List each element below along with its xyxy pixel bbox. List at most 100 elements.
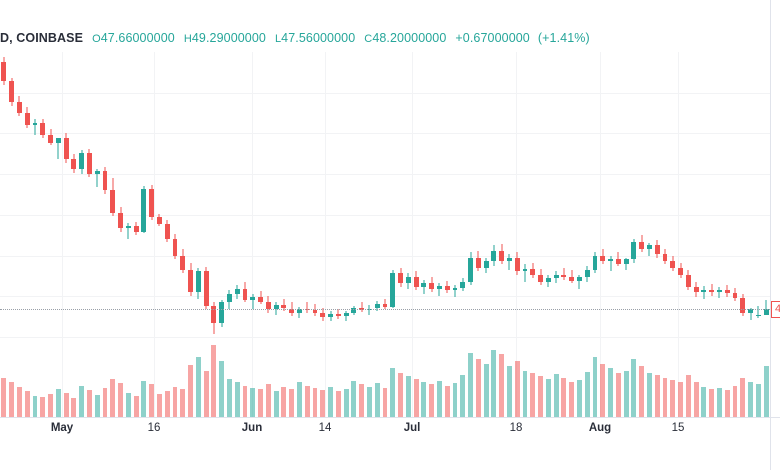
candlestick	[304, 52, 310, 337]
change-value: +0.67000000	[455, 31, 530, 45]
candle-body	[577, 277, 582, 281]
volume-bar	[71, 398, 77, 417]
candlestick	[273, 52, 279, 337]
volume-bar	[304, 385, 310, 417]
candlestick	[359, 52, 365, 337]
volume-bar	[172, 386, 178, 417]
volume-bar	[740, 377, 746, 417]
volume-bar	[149, 384, 155, 417]
candle-body	[678, 267, 683, 275]
candlestick	[32, 52, 38, 337]
volume-bar	[335, 391, 341, 417]
candlestick	[94, 52, 100, 337]
volume-bar	[351, 381, 357, 417]
candle-wick	[524, 264, 526, 282]
candlestick	[483, 52, 489, 337]
volume-bar	[343, 389, 349, 417]
time-axis-tick: Jul	[403, 422, 421, 434]
candle-body	[297, 308, 302, 313]
volume-bar	[654, 375, 660, 417]
volume-bar	[755, 384, 761, 417]
candle-body	[359, 307, 365, 311]
candlestick	[172, 52, 178, 337]
symbol-label[interactable]: D, COINBASE	[0, 31, 84, 45]
candle-body	[429, 282, 435, 289]
volume-bar	[584, 371, 590, 417]
candlestick	[538, 52, 543, 337]
candlestick	[631, 52, 637, 337]
gridline-horizontal	[0, 93, 770, 94]
candle-wick	[438, 283, 440, 296]
candlestick	[203, 52, 209, 337]
candlestick	[755, 52, 761, 337]
candle-body	[608, 259, 613, 261]
candlestick	[654, 52, 660, 337]
open-label: O	[92, 33, 101, 45]
last-price-tag: 48.20	[771, 301, 780, 319]
candle-body	[40, 122, 46, 135]
candle-body	[662, 254, 668, 261]
candlestick	[592, 52, 598, 337]
volume-bar	[250, 387, 256, 417]
volume-bar	[382, 387, 388, 417]
time-axis[interactable]: May 16 Jun 14 Jul 18 Aug 15	[0, 417, 770, 439]
candle-body	[460, 281, 466, 288]
volume-bar	[164, 391, 170, 417]
candle-body	[530, 268, 536, 275]
candle-body	[281, 305, 287, 309]
chart-plot-area[interactable]	[0, 52, 770, 417]
volume-bar	[79, 385, 85, 417]
gridline-vertical	[154, 52, 155, 417]
volume-bar	[507, 365, 512, 417]
volume-bar	[141, 381, 147, 417]
candle-body	[17, 102, 22, 114]
candle-body	[9, 81, 15, 103]
price-axis[interactable]: 48.20	[770, 0, 780, 470]
candlestick	[382, 52, 388, 337]
candle-wick	[648, 242, 650, 256]
candlestick	[63, 52, 69, 337]
candle-body	[701, 289, 707, 293]
candlestick	[374, 52, 380, 337]
candlestick	[577, 52, 582, 337]
candlestick	[87, 52, 92, 337]
candlestick	[639, 52, 645, 337]
candlestick	[149, 52, 155, 337]
candlestick	[460, 52, 466, 337]
candlestick	[647, 52, 652, 337]
candlestick	[133, 52, 139, 337]
candlestick	[40, 52, 46, 337]
time-axis-tick: May	[50, 422, 74, 434]
time-axis-tick: 15	[671, 422, 685, 434]
candlestick	[250, 52, 256, 337]
candlestick	[265, 52, 271, 337]
volume-bar	[444, 385, 450, 417]
change-percent: (+1.41%)	[537, 31, 590, 45]
candle-body	[639, 242, 645, 249]
gridline-horizontal	[0, 174, 770, 175]
candle-body	[732, 292, 738, 299]
volume-bar	[499, 354, 505, 417]
candlestick	[678, 52, 683, 337]
volume-bar	[258, 389, 263, 417]
candle-body	[110, 190, 116, 213]
volume-bar	[763, 365, 769, 417]
gridline-horizontal	[0, 256, 770, 257]
candlestick	[1, 52, 7, 337]
gridline-vertical	[325, 52, 326, 417]
candlestick	[79, 52, 85, 337]
candle-body	[188, 269, 193, 293]
volume-bar	[32, 396, 38, 417]
candlestick	[701, 52, 707, 337]
low-value-group: L47.56000000	[275, 31, 355, 45]
volume-bar	[678, 382, 683, 417]
candlestick	[281, 52, 287, 337]
candlestick	[507, 52, 512, 337]
volume-bar	[724, 390, 730, 417]
candle-wick	[718, 286, 720, 299]
low-label: L	[274, 33, 282, 45]
gridline-horizontal	[0, 337, 770, 338]
candle-body	[24, 113, 30, 126]
candlestick	[234, 52, 240, 337]
volume-bar	[405, 376, 411, 417]
